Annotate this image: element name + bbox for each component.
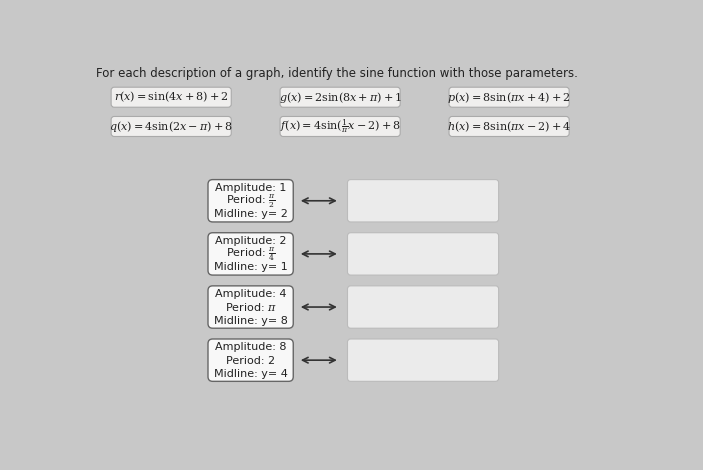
- FancyBboxPatch shape: [347, 339, 498, 381]
- FancyBboxPatch shape: [280, 117, 400, 136]
- FancyBboxPatch shape: [449, 87, 569, 107]
- FancyBboxPatch shape: [208, 233, 293, 275]
- Text: Amplitude: 2: Amplitude: 2: [215, 236, 286, 246]
- FancyBboxPatch shape: [347, 286, 498, 328]
- Text: Period: $\frac{\pi}{4}$: Period: $\frac{\pi}{4}$: [226, 246, 276, 263]
- Text: Midline: y= 2: Midline: y= 2: [214, 209, 288, 219]
- FancyBboxPatch shape: [449, 117, 569, 136]
- Text: $h(x) = 8\sin(\pi x - 2) + 4$: $h(x) = 8\sin(\pi x - 2) + 4$: [447, 119, 571, 134]
- FancyBboxPatch shape: [347, 233, 498, 275]
- Text: Period: 2: Period: 2: [226, 355, 275, 366]
- Text: Midline: y= 4: Midline: y= 4: [214, 368, 288, 379]
- Text: $q(x) = 4\sin(2x - \pi) + 8$: $q(x) = 4\sin(2x - \pi) + 8$: [109, 119, 233, 134]
- FancyBboxPatch shape: [208, 339, 293, 381]
- Text: $p(x) = 8\sin(\pi x + 4) + 2$: $p(x) = 8\sin(\pi x + 4) + 2$: [447, 90, 571, 105]
- Text: Midline: y= 1: Midline: y= 1: [214, 262, 288, 273]
- FancyBboxPatch shape: [111, 117, 231, 136]
- Text: Period: $\pi$: Period: $\pi$: [225, 301, 276, 313]
- Text: Period: $\frac{\pi}{2}$: Period: $\frac{\pi}{2}$: [226, 193, 276, 210]
- FancyBboxPatch shape: [111, 87, 231, 107]
- Text: $f(x) = 4\sin(\frac{1}{\pi}x - 2) + 8$: $f(x) = 4\sin(\frac{1}{\pi}x - 2) + 8$: [280, 118, 401, 135]
- FancyBboxPatch shape: [280, 87, 400, 107]
- FancyBboxPatch shape: [208, 286, 293, 328]
- FancyBboxPatch shape: [208, 180, 293, 222]
- Text: Amplitude: 1: Amplitude: 1: [215, 183, 286, 193]
- FancyBboxPatch shape: [347, 180, 498, 222]
- Text: For each description of a graph, identify the sine function with those parameter: For each description of a graph, identif…: [96, 67, 577, 80]
- Text: Midline: y= 8: Midline: y= 8: [214, 315, 288, 326]
- Text: $g(x) = 2\sin(8x + \pi) + 1$: $g(x) = 2\sin(8x + \pi) + 1$: [278, 90, 401, 105]
- Text: Amplitude: 4: Amplitude: 4: [215, 290, 286, 299]
- Text: $r(x) = \sin(4x + 8) + 2$: $r(x) = \sin(4x + 8) + 2$: [114, 90, 228, 104]
- Text: Amplitude: 8: Amplitude: 8: [215, 343, 286, 352]
